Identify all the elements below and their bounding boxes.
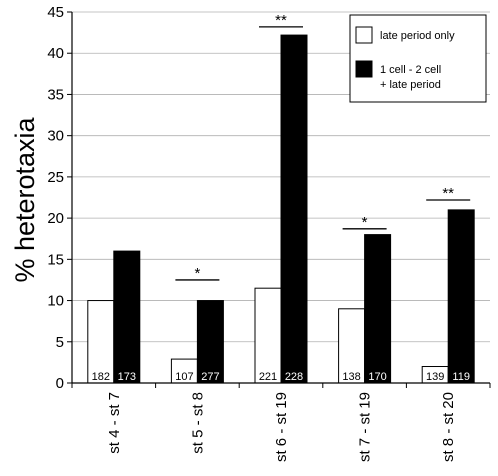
- bar-1cell-2cell-late-period: [113, 250, 141, 384]
- significance-markers: ******: [175, 12, 471, 282]
- y-tick-label: 10: [47, 293, 64, 310]
- sample-size-label: 139: [426, 371, 444, 383]
- x-category-label: st 5 - st 8: [189, 392, 206, 454]
- legend-swatch: [355, 26, 373, 44]
- significance-label: **: [275, 12, 287, 29]
- y-tick-label: 25: [47, 169, 64, 186]
- sample-size-label: 221: [259, 371, 277, 383]
- sample-size-label: 182: [92, 371, 110, 383]
- bars: [87, 34, 475, 384]
- sample-size-label: 277: [201, 371, 219, 383]
- y-tick-label: 45: [47, 4, 64, 21]
- y-tick-label: 40: [47, 45, 64, 62]
- sample-size-label: 170: [368, 371, 386, 383]
- legend-box: [349, 14, 487, 103]
- x-category-label: st 6 - st 19: [273, 392, 290, 462]
- x-category-label: st 7 - st 19: [357, 392, 374, 462]
- sample-size-labels: 182 107 221 138 139 173 277 228 170 119: [92, 371, 470, 383]
- sample-size-label: 173: [118, 371, 136, 383]
- sample-size-label: 138: [342, 371, 360, 383]
- y-tick-label: 5: [56, 334, 64, 351]
- axes: [71, 12, 491, 388]
- y-tick-label: 20: [47, 210, 64, 227]
- sample-size-label: 119: [452, 371, 470, 383]
- bar-1cell-2cell-late-period: [447, 209, 475, 384]
- y-tick-labels: 0 5 10 15 20 25 30 35 40 45: [47, 4, 64, 392]
- y-tick-label: 0: [56, 375, 64, 392]
- y-tick-label: 30: [47, 128, 64, 145]
- significance-label: *: [362, 214, 368, 231]
- sample-size-label: 228: [285, 371, 303, 383]
- x-category-label: st 4 - st 7: [106, 392, 123, 454]
- legend-label: + late period: [380, 79, 441, 91]
- bar-late-period-only: [254, 287, 282, 384]
- x-category-label: st 8 - st 20: [440, 392, 457, 462]
- significance-label: *: [194, 265, 200, 282]
- y-tick-label: 35: [47, 86, 64, 103]
- legend-swatch: [355, 60, 373, 78]
- significance-label: **: [442, 185, 454, 202]
- sample-size-label: 107: [175, 371, 193, 383]
- bar-1cell-2cell-late-period: [280, 34, 308, 384]
- x-category-labels: st 4 - st 7 st 5 - st 8 st 6 - st 19 st 7 -…: [106, 392, 457, 462]
- legend-label: late period only: [380, 30, 455, 42]
- legend: late period only 1 cell - 2 cell + late pe…: [349, 14, 487, 103]
- y-tick-label: 15: [47, 251, 64, 268]
- bar-1cell-2cell-late-period: [364, 234, 392, 384]
- legend-label: 1 cell - 2 cell: [380, 64, 441, 76]
- y-axis-label: % heterotaxia: [10, 116, 40, 282]
